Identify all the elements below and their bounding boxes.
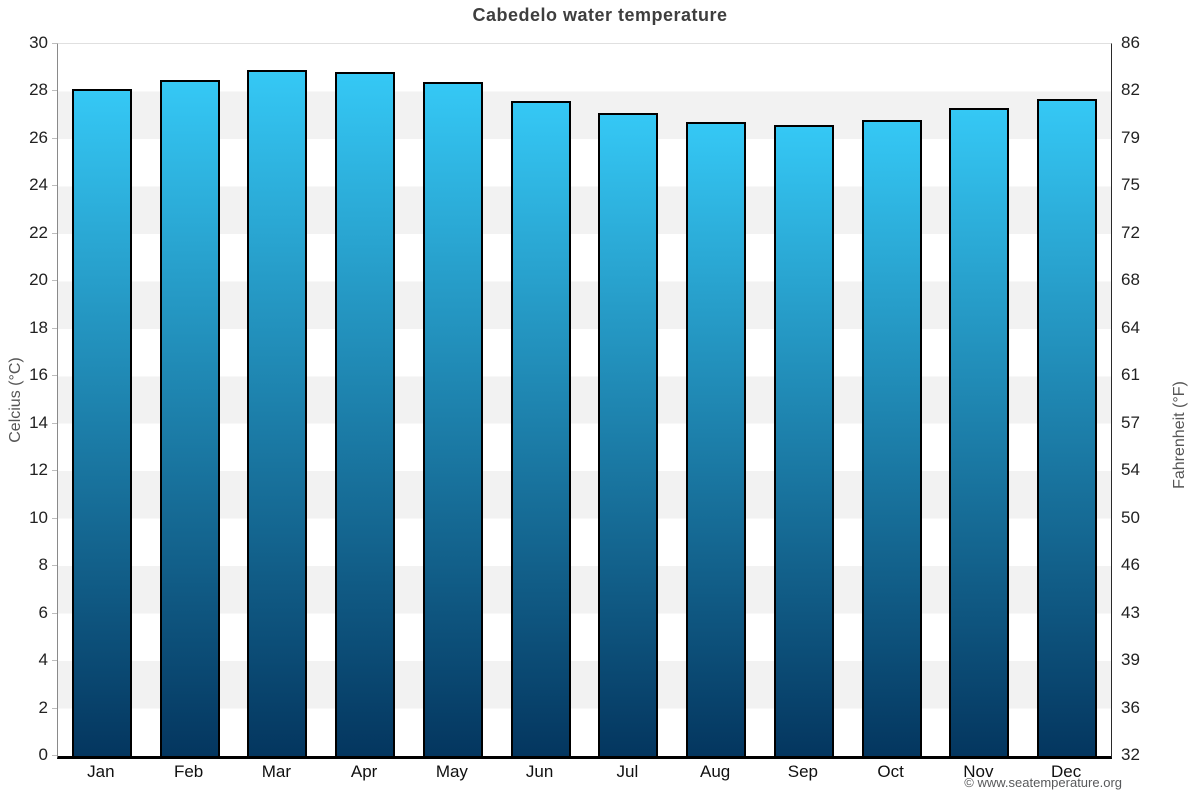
bar-feb [159, 79, 220, 756]
y-tick-left-26: 26 [29, 127, 48, 147]
y-tick-right-36: 36 [1121, 697, 1140, 717]
bar-slot-sep [760, 44, 848, 756]
chart-title: Cabedelo water temperature [472, 5, 728, 25]
bars-container [58, 44, 1111, 756]
bar-oct [861, 119, 922, 756]
y-tick-left-12: 12 [29, 460, 48, 480]
x-tick-label-jan: Jan [87, 762, 115, 781]
y-tickmark-left-18 [52, 327, 57, 329]
bar-slot-jan [58, 44, 146, 756]
y-tick-left-30: 30 [29, 33, 48, 52]
x-tick-label-jun: Jun [525, 762, 554, 781]
y-tick-left-20: 20 [29, 270, 48, 290]
y-tickmark-left-30 [52, 43, 57, 44]
y-tickmark-left-16 [52, 375, 57, 377]
y-tick-right-68: 68 [1121, 270, 1140, 290]
y-tickmark-left-24 [52, 185, 57, 187]
bar-apr [335, 72, 396, 756]
y-tickmark-left-10 [52, 517, 57, 519]
bar-slot-apr [321, 44, 409, 756]
y-tick-left-28: 28 [29, 80, 48, 100]
bar-nov [949, 108, 1010, 756]
y-tick-left-16: 16 [29, 365, 48, 385]
y-tick-right-50: 50 [1121, 507, 1140, 527]
y-tick-right-86: 86 [1121, 33, 1140, 52]
bar-slot-feb [146, 44, 234, 756]
x-tick-label-may: May [435, 762, 468, 781]
bar-slot-mar [234, 44, 322, 756]
x-tick-label-mar: Mar [261, 762, 292, 781]
y-tick-right-57: 57 [1121, 412, 1140, 432]
bar-may [422, 81, 483, 756]
bar-jul [598, 112, 659, 756]
x-tick-label-oct: Oct [877, 762, 904, 781]
y-tick-right-75: 75 [1121, 175, 1140, 195]
bar-aug [686, 122, 747, 756]
bar-sep [773, 124, 834, 756]
y-tickmark-left-14 [52, 422, 57, 424]
x-tick-label-feb: Feb [173, 762, 204, 781]
y-tick-right-61: 61 [1121, 365, 1140, 385]
y-tick-right-32: 32 [1121, 745, 1140, 764]
y-tick-left-10: 10 [29, 507, 48, 527]
y-tickmark-left-28 [52, 90, 57, 92]
bar-slot-jun [497, 44, 585, 756]
bar-slot-jul [585, 44, 673, 756]
y-tickmark-left-0 [52, 755, 57, 756]
y-tick-right-82: 82 [1121, 80, 1140, 100]
x-tick-label-nov: Nov [963, 762, 994, 781]
y-tick-left-14: 14 [29, 412, 48, 432]
bar-mar [247, 70, 308, 756]
y-tickmark-left-12 [52, 470, 57, 472]
y-tickmark-left-6 [52, 612, 57, 614]
y-tickmark-left-20 [52, 280, 57, 282]
x-tick-label-apr: Apr [350, 762, 378, 781]
y-tickmark-left-8 [52, 565, 57, 567]
y-tickmark-left-4 [52, 660, 57, 662]
y-tickmark-left-2 [52, 707, 57, 709]
x-axis-labels: Jan Feb Mar Apr May Jun Jul Aug Sep Oct Nov Dec [57, 761, 1110, 785]
bar-slot-nov [936, 44, 1024, 756]
x-tick-label-dec: Dec [1051, 762, 1082, 781]
y-tick-left-4: 4 [38, 650, 48, 670]
bar-dec [1037, 98, 1098, 756]
bar-slot-may [409, 44, 497, 756]
bar-slot-aug [672, 44, 760, 756]
y-tick-right-64: 64 [1121, 317, 1140, 337]
y-tick-right-46: 46 [1121, 555, 1140, 575]
y-tickmark-left-26 [52, 137, 57, 139]
x-tick-label-jul: Jul [616, 762, 639, 781]
y-tick-left-2: 2 [38, 697, 48, 717]
y-tick-left-24: 24 [29, 175, 48, 195]
y-tick-right-54: 54 [1121, 460, 1140, 480]
y-tick-right-39: 39 [1121, 650, 1140, 670]
bar-jun [510, 100, 571, 756]
y-tick-right-72: 72 [1121, 222, 1140, 242]
bar-slot-oct [848, 44, 936, 756]
y-tick-left-0: 0 [38, 745, 48, 764]
x-tick-label-aug: Aug [700, 762, 731, 781]
y-tick-left-6: 6 [38, 602, 48, 622]
y-tick-left-22: 22 [29, 222, 48, 242]
plot-area [57, 43, 1112, 759]
bar-jan [71, 89, 132, 756]
y-tick-right-43: 43 [1121, 602, 1140, 622]
copyright-text: © www.seatemperature.org [964, 775, 1122, 790]
bar-slot-dec [1023, 44, 1111, 756]
y-tick-left-8: 8 [38, 555, 48, 575]
x-tick-label-sep: Sep [787, 762, 818, 781]
y-tickmark-left-22 [52, 232, 57, 234]
y-tick-right-79: 79 [1121, 127, 1140, 147]
y-tick-left-18: 18 [29, 317, 48, 337]
